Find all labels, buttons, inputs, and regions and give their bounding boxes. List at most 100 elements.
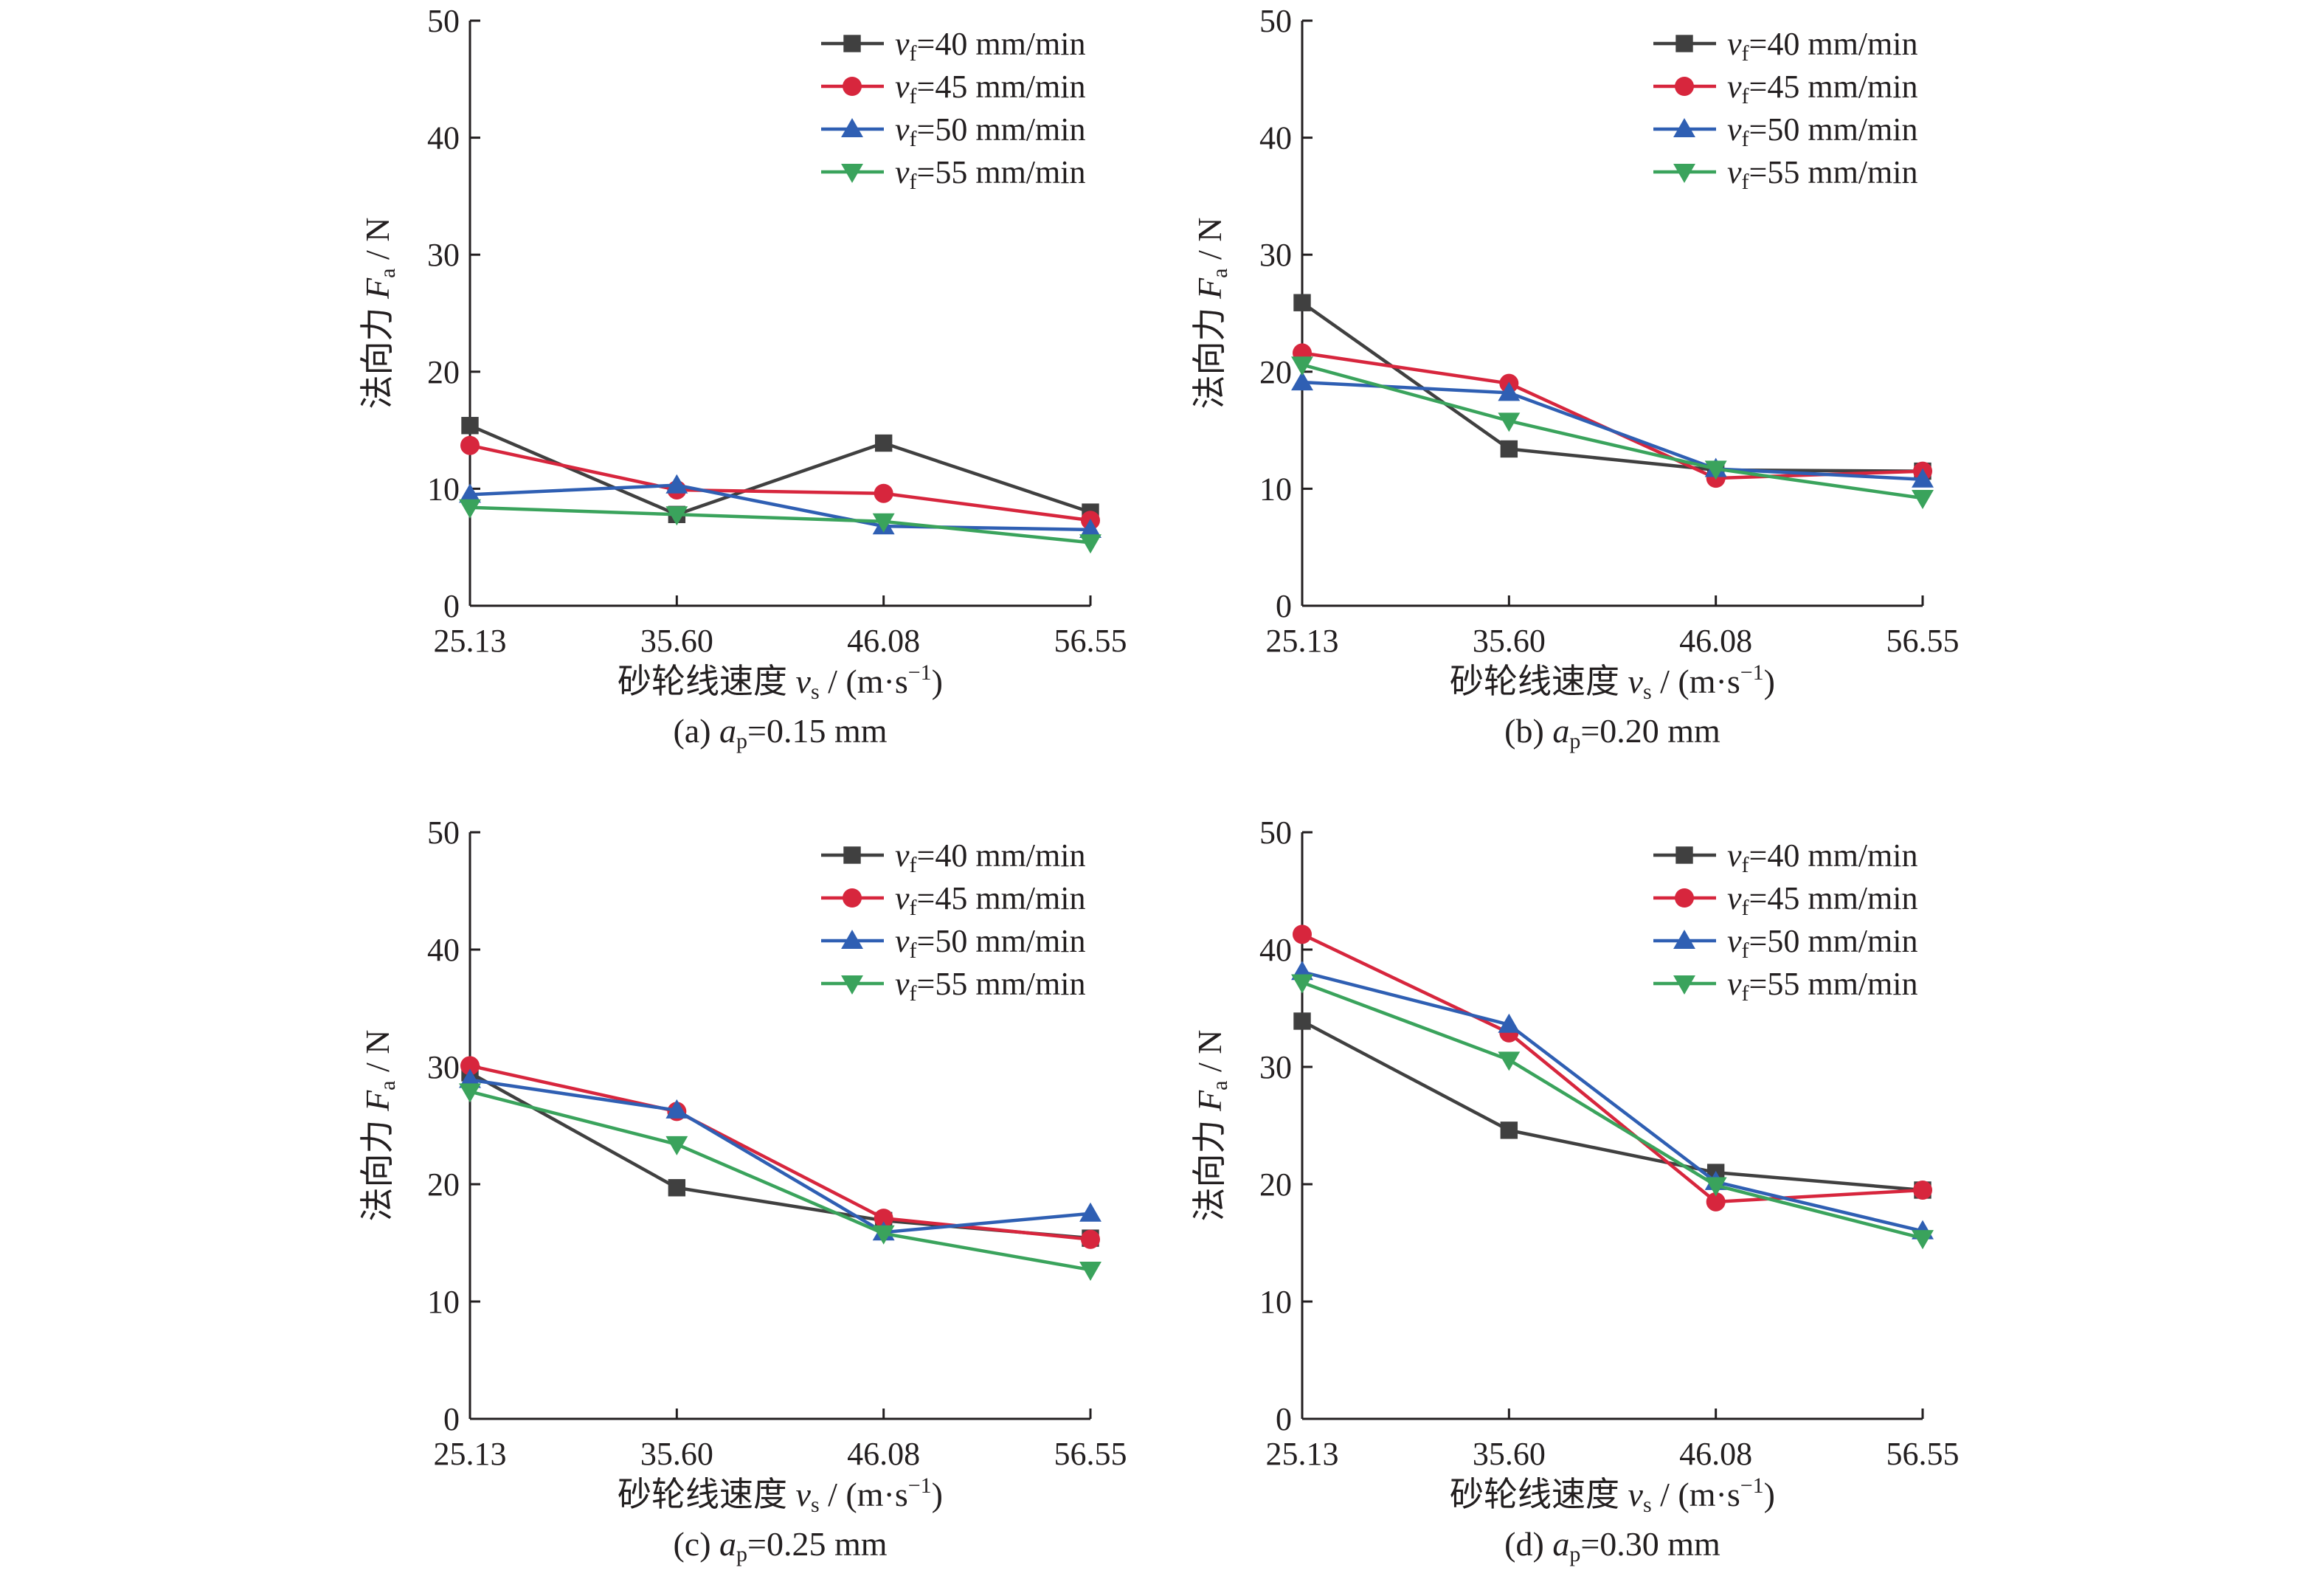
legend-label-vf55: vf=55 mm/min — [895, 966, 1085, 1006]
legend-marker-vf45 — [1675, 888, 1694, 908]
legend-label-vf40: vf=40 mm/min — [1727, 26, 1917, 66]
data-point-vf55 — [1079, 1262, 1102, 1282]
x-tick-label: 25.13 — [1266, 623, 1339, 659]
legend-label-vf45: vf=45 mm/min — [895, 69, 1085, 108]
legend-marker-vf40 — [1675, 846, 1693, 864]
legend-label-vf45: vf=45 mm/min — [895, 880, 1085, 920]
x-tick-label: 25.13 — [434, 1436, 507, 1472]
series-line-vf40 — [1301, 301, 1923, 473]
x-tick-label: 35.60 — [640, 623, 713, 659]
series-line-vf50 — [469, 483, 1091, 532]
y-axis-title: 法向力 Fa / N — [1191, 218, 1232, 409]
data-point-vf45 — [460, 1056, 480, 1076]
data-point-vf40 — [668, 1179, 686, 1197]
legend-marker-vf40 — [843, 35, 861, 52]
legend-label-vf40: vf=40 mm/min — [1727, 837, 1917, 877]
data-point-vf50 — [459, 1068, 481, 1088]
series-line-vf40 — [469, 424, 1091, 516]
x-axis-title: 砂轮线速度 vs / (m·s−1) — [618, 660, 943, 704]
y-tick-label: 10 — [1259, 1284, 1292, 1320]
y-tick-label: 0 — [443, 1401, 460, 1437]
legend-marker-vf40 — [843, 846, 861, 864]
legend-label-vf50: vf=50 mm/min — [895, 111, 1085, 151]
y-axis-title: 法向力 Fa / N — [359, 218, 400, 409]
y-tick-label: 40 — [1259, 120, 1292, 156]
y-tick-label: 0 — [1276, 1401, 1292, 1437]
data-point-vf55 — [459, 1083, 481, 1103]
chart-panel-d: 0 10 20 30 40 50 25.13 35.60 46.08 56.55 砂轮线速度 vs … — [1191, 815, 1960, 1566]
data-point-vf50 — [1079, 518, 1102, 538]
x-axis-title: 砂轮线速度 vs / (m·s−1) — [618, 1473, 943, 1517]
data-point-vf45 — [1706, 1192, 1726, 1212]
series-line-vf40 — [1301, 1019, 1923, 1192]
legend-marker-vf50 — [841, 118, 863, 138]
x-tick-label: 56.55 — [1054, 623, 1127, 659]
data-point-vf50 — [1498, 1013, 1521, 1033]
legend-label-vf45: vf=45 mm/min — [1727, 880, 1917, 920]
data-point-vf40 — [461, 417, 479, 435]
legend-marker-vf55 — [1673, 163, 1695, 183]
x-tick-label: 25.13 — [1266, 1436, 1339, 1472]
data-point-vf50 — [1291, 371, 1313, 391]
data-point-vf45 — [874, 483, 893, 503]
data-point-vf55 — [459, 499, 481, 519]
data-point-vf55 — [1704, 1177, 1727, 1197]
y-tick-label: 30 — [1259, 1049, 1292, 1085]
x-tick-label: 56.55 — [1886, 623, 1960, 659]
panel-caption: (a) ap=0.15 mm — [673, 712, 887, 753]
x-tick-label: 56.55 — [1054, 1436, 1127, 1472]
y-tick-label: 20 — [1259, 1167, 1292, 1203]
data-point-vf50 — [665, 474, 688, 494]
legend-label-vf45: vf=45 mm/min — [1727, 69, 1917, 108]
data-point-vf55 — [1704, 460, 1727, 480]
data-point-vf40 — [1500, 440, 1518, 458]
series-line-vf40 — [468, 1071, 1091, 1240]
series-line-vf45 — [469, 1064, 1091, 1241]
data-point-vf55 — [1912, 490, 1934, 510]
series-line-vf55 — [1301, 981, 1923, 1240]
y-tick-label: 50 — [427, 815, 460, 851]
series-line-vf45 — [469, 443, 1091, 522]
data-point-vf55 — [872, 513, 895, 533]
data-point-vf45 — [1293, 924, 1312, 944]
data-point-vf50 — [665, 1099, 688, 1119]
x-tick-label: 35.60 — [1473, 1436, 1546, 1472]
legend-label-vf55: vf=55 mm/min — [1727, 966, 1917, 1006]
legend-marker-vf45 — [1675, 77, 1694, 96]
legend-marker-vf50 — [1673, 930, 1695, 950]
series-line-vf55 — [1301, 363, 1923, 500]
x-tick-label: 56.55 — [1886, 1436, 1960, 1472]
y-tick-label: 40 — [1259, 932, 1292, 968]
x-tick-label: 46.08 — [847, 623, 920, 659]
y-tick-label: 40 — [427, 120, 460, 156]
data-point-vf55 — [1079, 534, 1102, 554]
x-tick-label: 35.60 — [1473, 623, 1546, 659]
y-tick-label: 20 — [427, 1167, 460, 1203]
series-line-vf55 — [469, 505, 1091, 545]
x-tick-label: 46.08 — [1679, 1436, 1752, 1472]
y-tick-label: 50 — [427, 3, 460, 39]
y-tick-label: 20 — [1259, 354, 1292, 390]
y-tick-label: 10 — [427, 471, 460, 507]
y-tick-label: 40 — [427, 932, 460, 968]
data-point-vf40 — [1293, 1012, 1311, 1030]
legend-marker-vf55 — [841, 975, 863, 995]
series-line-vf55 — [469, 1090, 1091, 1272]
chart-panel-b: 0 10 20 30 40 50 25.13 35.60 46.08 56.55 砂轮线速度 vs … — [1191, 3, 1960, 753]
y-tick-label: 30 — [427, 237, 460, 273]
data-point-vf55 — [1498, 412, 1521, 432]
legend-label-vf55: vf=55 mm/min — [895, 154, 1085, 194]
y-tick-label: 50 — [1259, 815, 1292, 851]
legend-marker-vf50 — [841, 930, 863, 950]
y-tick-label: 30 — [1259, 237, 1292, 273]
legend-label-vf50: vf=50 mm/min — [1727, 111, 1917, 151]
x-tick-label: 46.08 — [1679, 623, 1752, 659]
data-point-vf55 — [1291, 356, 1313, 376]
legend-marker-vf50 — [1673, 118, 1695, 138]
data-point-vf55 — [665, 1136, 688, 1155]
legend-label-vf50: vf=50 mm/min — [895, 923, 1085, 963]
data-point-vf50 — [1079, 1202, 1102, 1222]
x-axis-title: 砂轮线速度 vs / (m·s−1) — [1450, 660, 1775, 704]
legend-label-vf40: vf=40 mm/min — [895, 837, 1085, 877]
panel-caption: (d) ap=0.30 mm — [1504, 1525, 1720, 1566]
